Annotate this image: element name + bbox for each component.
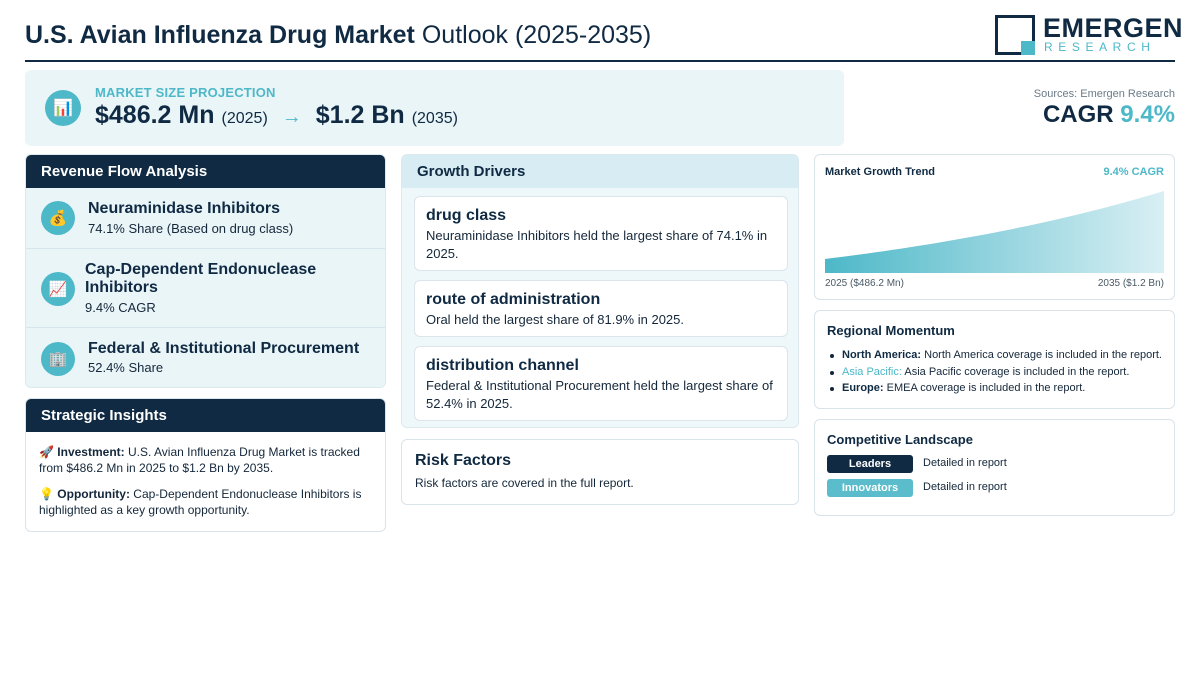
insight-label: Investment:: [57, 445, 125, 459]
driver-title: drug class: [426, 207, 507, 224]
trend-chart: [825, 191, 1164, 273]
competitive-row: Innovators Detailed in report: [827, 479, 1162, 497]
regional-title: Regional Momentum: [827, 323, 955, 338]
page-title-rest: Outlook (2025-2035): [421, 21, 652, 49]
region-name: North America:: [842, 349, 922, 361]
insight-opportunity: 💡 Opportunity: Cap-Dependent Endonucleas…: [39, 486, 371, 518]
chart-up-icon: 📈: [41, 272, 75, 306]
region-item: Europe: EMEA coverage is included in the…: [827, 380, 1162, 397]
revenue-flow-card: Revenue Flow Analysis 💰 Neuraminidase In…: [25, 154, 386, 388]
trend-cagr: 9.4% CAGR: [1103, 166, 1164, 178]
region-text: Asia Pacific coverage is included in the…: [904, 365, 1130, 378]
logo-mark-icon: [995, 15, 1035, 55]
cagr-value: 9.4%: [1120, 101, 1175, 128]
cagr-line: CAGR 9.4%: [1034, 101, 1175, 129]
banner-label: MARKET SIZE PROJECTION: [95, 85, 276, 100]
trend-title: Market Growth Trend: [825, 166, 936, 178]
region-name: Asia Pacific:: [842, 365, 902, 378]
growth-drivers-title: Growth Drivers: [402, 155, 798, 188]
driver-title: route of administration: [426, 291, 601, 308]
competitive-row: Leaders Detailed in report: [827, 455, 1162, 473]
insight-text: U.S. Avian Influenza Drug Market is trac…: [39, 445, 360, 475]
cagr-label: CAGR: [1042, 101, 1114, 128]
strategic-insights-title: Strategic Insights: [26, 399, 385, 432]
emergen-logo[interactable]: EMERGEN RESEARCH: [995, 14, 1183, 56]
revenue-flow-title: Revenue Flow Analysis: [26, 155, 385, 188]
logo-name: EMERGEN: [1043, 13, 1184, 43]
revenue-item[interactable]: 📈 Cap-Dependent Endonuclease Inhibitors …: [26, 248, 385, 328]
revenue-item-title: Federal & Institutional Procurement: [88, 340, 360, 357]
revenue-item-title: Cap-Dependent Endonuclease Inhibitors: [85, 261, 317, 296]
driver-text: Neuraminidase Inhibitors held the larges…: [426, 228, 768, 261]
growth-drivers-card: Growth Drivers drug class Neuraminidase …: [401, 154, 799, 428]
region-item: North America: North America coverage is…: [827, 347, 1162, 364]
end-year: (2035): [411, 110, 458, 127]
innovators-badge[interactable]: Innovators: [827, 479, 913, 497]
insight-text: Cap-Dependent Endonuclease Inhibitors is…: [39, 487, 362, 517]
competitive-row-text: Detailed in report: [923, 481, 1007, 493]
risk-factors-card: Risk Factors Risk factors are covered in…: [401, 439, 799, 505]
start-value: $486.2 Mn: [95, 101, 215, 129]
revenue-item-sub: 9.4% CAGR: [85, 300, 156, 315]
start-year: (2025): [221, 110, 268, 127]
insight-label: Opportunity:: [57, 487, 130, 501]
competitive-title: Competitive Landscape: [827, 432, 973, 447]
driver-title: distribution channel: [426, 357, 579, 374]
bar-chart-icon: 📊: [45, 90, 81, 126]
sources-text: Sources: Emergen Research: [1033, 88, 1175, 100]
revenue-item-sub: 74.1% Share (Based on drug class): [88, 221, 294, 236]
page-title: U.S. Avian Influenza Drug Market Outlook…: [25, 21, 651, 50]
regional-list: North America: North America coverage is…: [827, 347, 1162, 397]
cagr-summary: Sources: Emergen Research CAGR 9.4%: [1034, 88, 1175, 129]
market-growth-trend-card: Market Growth Trend 9.4% CAGR 2025 ($486…: [814, 154, 1175, 300]
risk-text: Risk factors are covered in the full rep…: [415, 476, 634, 490]
rocket-icon: 🚀: [39, 445, 54, 459]
page-title-bold: U.S. Avian Influenza Drug Market: [25, 21, 415, 49]
revenue-item[interactable]: 💰 Neuraminidase Inhibitors 74.1% Share (…: [26, 188, 385, 282]
strategic-insights-card: Strategic Insights 🚀 Investment: U.S. Av…: [25, 398, 386, 532]
revenue-item-sub: 52.4% Share: [88, 360, 164, 375]
revenue-item-title: Neuraminidase Inhibitors: [88, 200, 281, 217]
trend-area: [825, 191, 1164, 273]
arrow-right-icon: →: [281, 106, 302, 128]
region-name: Europe:: [842, 382, 884, 394]
driver-text: Federal & Institutional Procurement held…: [426, 378, 773, 411]
revenue-item[interactable]: 🏢 Federal & Institutional Procurement 52…: [26, 327, 385, 387]
header: U.S. Avian Influenza Drug Market Outlook…: [25, 12, 1183, 62]
trend-label-end: 2035 ($1.2 Bn): [1097, 278, 1164, 289]
market-size-banner: 📊 MARKET SIZE PROJECTION $486.2 Mn (2025…: [25, 70, 844, 146]
banner-values: $486.2 Mn (2025) → $1.2 Bn (2035): [95, 101, 458, 130]
logo-sub: RESEARCH: [1044, 40, 1156, 54]
building-icon: 🏢: [41, 342, 75, 376]
competitive-landscape-card: Competitive Landscape Leaders Detailed i…: [814, 419, 1175, 516]
competitive-row-text: Detailed in report: [923, 457, 1007, 469]
regional-momentum-card: Regional Momentum North America: North A…: [814, 310, 1175, 409]
region-text: EMEA coverage is included in the report.: [886, 382, 1086, 394]
driver-text: Oral held the largest share of 81.9% in …: [426, 312, 684, 327]
region-text: North America coverage is included in th…: [924, 349, 1162, 361]
region-item: Asia Pacific: Asia Pacific coverage is i…: [827, 364, 1162, 381]
driver-card[interactable]: drug class Neuraminidase Inhibitors held…: [414, 196, 788, 271]
money-bag-icon: 💰: [41, 201, 75, 235]
end-value: $1.2 Bn: [315, 101, 405, 129]
competitive-rows: Leaders Detailed in report Innovators De…: [827, 455, 1162, 497]
risk-title: Risk Factors: [415, 452, 512, 469]
leaders-badge[interactable]: Leaders: [827, 455, 913, 473]
lightbulb-icon: 💡: [39, 487, 54, 501]
insight-investment: 🚀 Investment: U.S. Avian Influenza Drug …: [39, 444, 371, 476]
driver-card[interactable]: distribution channel Federal & Instituti…: [414, 346, 788, 421]
trend-label-start: 2025 ($486.2 Mn): [825, 278, 904, 289]
driver-card[interactable]: route of administration Oral held the la…: [414, 280, 788, 337]
